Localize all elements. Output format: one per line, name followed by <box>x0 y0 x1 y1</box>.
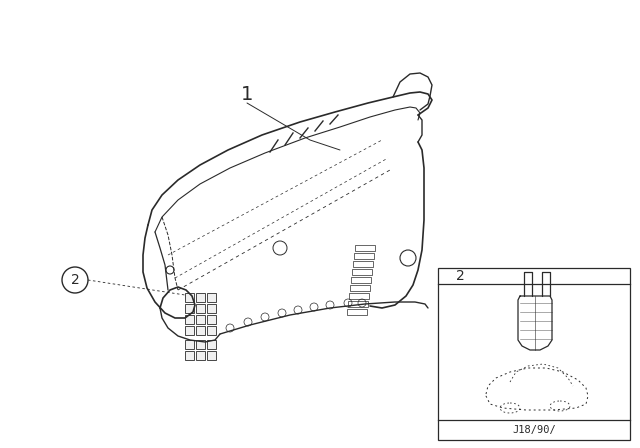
Bar <box>354 253 374 259</box>
Bar <box>355 245 375 251</box>
Bar <box>347 309 367 315</box>
Text: J18/90/: J18/90/ <box>512 425 556 435</box>
Bar <box>207 326 216 335</box>
Text: 2: 2 <box>70 273 79 287</box>
Bar <box>352 269 372 275</box>
Bar <box>351 277 371 283</box>
Bar <box>196 340 205 349</box>
Bar <box>185 351 194 360</box>
Bar <box>196 351 205 360</box>
Bar <box>196 304 205 313</box>
Bar <box>207 304 216 313</box>
Bar <box>207 315 216 324</box>
Bar <box>207 293 216 302</box>
Text: 2: 2 <box>456 269 465 283</box>
Bar <box>348 301 368 307</box>
Bar <box>185 293 194 302</box>
Bar <box>196 315 205 324</box>
Bar <box>350 285 370 291</box>
Bar <box>185 315 194 324</box>
Text: 1: 1 <box>241 86 253 104</box>
Bar <box>185 326 194 335</box>
Bar <box>438 268 630 440</box>
Bar <box>207 351 216 360</box>
Bar <box>196 293 205 302</box>
Bar <box>353 261 373 267</box>
Bar <box>349 293 369 299</box>
Bar <box>185 304 194 313</box>
Bar <box>196 326 205 335</box>
Bar <box>207 340 216 349</box>
Bar <box>185 340 194 349</box>
